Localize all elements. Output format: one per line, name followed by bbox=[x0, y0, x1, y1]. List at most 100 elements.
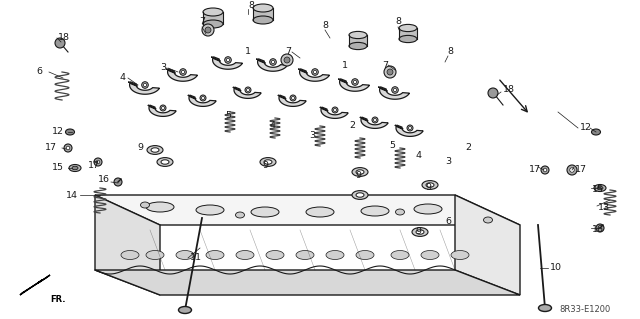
Ellipse shape bbox=[483, 217, 493, 223]
Ellipse shape bbox=[146, 202, 174, 212]
Circle shape bbox=[181, 70, 185, 74]
Circle shape bbox=[567, 165, 577, 175]
Ellipse shape bbox=[179, 307, 191, 314]
Circle shape bbox=[200, 95, 206, 101]
Ellipse shape bbox=[253, 4, 273, 12]
Polygon shape bbox=[95, 270, 520, 295]
Ellipse shape bbox=[266, 250, 284, 259]
Ellipse shape bbox=[157, 158, 173, 167]
Circle shape bbox=[291, 97, 294, 100]
Circle shape bbox=[225, 57, 231, 63]
Circle shape bbox=[141, 82, 148, 88]
Circle shape bbox=[543, 168, 547, 172]
Text: 8R33-E1200: 8R33-E1200 bbox=[559, 306, 611, 315]
Text: 16: 16 bbox=[98, 175, 110, 184]
Text: 15: 15 bbox=[592, 186, 604, 195]
Ellipse shape bbox=[591, 129, 600, 135]
Polygon shape bbox=[395, 125, 403, 129]
Ellipse shape bbox=[422, 181, 438, 189]
Text: 6: 6 bbox=[36, 68, 42, 77]
Circle shape bbox=[205, 27, 211, 33]
Ellipse shape bbox=[296, 250, 314, 259]
Text: 10: 10 bbox=[550, 263, 562, 272]
Text: 4: 4 bbox=[120, 73, 126, 83]
Ellipse shape bbox=[326, 250, 344, 259]
Text: 8: 8 bbox=[447, 48, 453, 56]
Polygon shape bbox=[298, 69, 307, 73]
Polygon shape bbox=[455, 195, 520, 295]
Polygon shape bbox=[95, 195, 160, 295]
Circle shape bbox=[246, 88, 250, 92]
Text: 18: 18 bbox=[58, 33, 70, 42]
Circle shape bbox=[353, 80, 356, 84]
Circle shape bbox=[570, 168, 574, 172]
Text: 2: 2 bbox=[349, 121, 355, 130]
Text: 15: 15 bbox=[52, 164, 64, 173]
Text: 1: 1 bbox=[245, 48, 251, 56]
Polygon shape bbox=[340, 79, 369, 91]
Polygon shape bbox=[300, 69, 330, 81]
Text: 9: 9 bbox=[415, 227, 421, 236]
Ellipse shape bbox=[203, 8, 223, 16]
Circle shape bbox=[394, 88, 397, 92]
Ellipse shape bbox=[206, 250, 224, 259]
Ellipse shape bbox=[356, 193, 364, 197]
Ellipse shape bbox=[264, 160, 272, 164]
Ellipse shape bbox=[399, 24, 417, 32]
Polygon shape bbox=[380, 87, 410, 99]
Ellipse shape bbox=[399, 35, 417, 43]
Polygon shape bbox=[349, 35, 367, 46]
Ellipse shape bbox=[121, 250, 139, 259]
Circle shape bbox=[332, 107, 338, 113]
Ellipse shape bbox=[414, 204, 442, 214]
Text: 4: 4 bbox=[269, 121, 275, 130]
Polygon shape bbox=[203, 12, 223, 24]
Text: 14: 14 bbox=[66, 190, 78, 199]
Polygon shape bbox=[188, 95, 196, 99]
Circle shape bbox=[160, 105, 166, 111]
Circle shape bbox=[245, 87, 251, 93]
Circle shape bbox=[596, 224, 604, 232]
Text: 7: 7 bbox=[199, 18, 205, 26]
Polygon shape bbox=[396, 125, 423, 137]
Ellipse shape bbox=[306, 207, 334, 217]
Ellipse shape bbox=[361, 206, 389, 216]
Text: 16: 16 bbox=[592, 226, 604, 234]
Circle shape bbox=[55, 38, 65, 48]
Ellipse shape bbox=[251, 207, 279, 217]
Ellipse shape bbox=[141, 202, 150, 208]
Text: 9: 9 bbox=[355, 170, 361, 180]
Text: 5: 5 bbox=[389, 140, 395, 150]
Circle shape bbox=[384, 66, 396, 78]
Ellipse shape bbox=[356, 250, 374, 259]
Text: 8: 8 bbox=[322, 20, 328, 29]
Text: 9: 9 bbox=[262, 160, 268, 169]
Text: 3: 3 bbox=[445, 158, 451, 167]
Circle shape bbox=[114, 178, 122, 186]
Ellipse shape bbox=[421, 250, 439, 259]
Text: 17: 17 bbox=[88, 160, 100, 169]
Ellipse shape bbox=[391, 250, 409, 259]
Polygon shape bbox=[130, 82, 159, 94]
Circle shape bbox=[180, 69, 186, 75]
Text: 5: 5 bbox=[225, 110, 231, 120]
Polygon shape bbox=[321, 107, 348, 118]
Ellipse shape bbox=[594, 184, 606, 191]
Ellipse shape bbox=[253, 16, 273, 24]
Text: 13: 13 bbox=[598, 204, 610, 212]
Polygon shape bbox=[378, 87, 387, 91]
Ellipse shape bbox=[396, 209, 404, 215]
Circle shape bbox=[202, 24, 214, 36]
Circle shape bbox=[387, 69, 393, 75]
Circle shape bbox=[374, 118, 376, 122]
Polygon shape bbox=[166, 69, 175, 73]
Ellipse shape bbox=[412, 227, 428, 236]
Text: 3: 3 bbox=[309, 130, 315, 139]
Ellipse shape bbox=[352, 190, 368, 199]
Circle shape bbox=[66, 146, 70, 150]
Ellipse shape bbox=[69, 165, 81, 172]
Polygon shape bbox=[95, 195, 520, 225]
Polygon shape bbox=[212, 57, 243, 69]
Ellipse shape bbox=[147, 145, 163, 154]
Text: 8: 8 bbox=[248, 1, 254, 10]
